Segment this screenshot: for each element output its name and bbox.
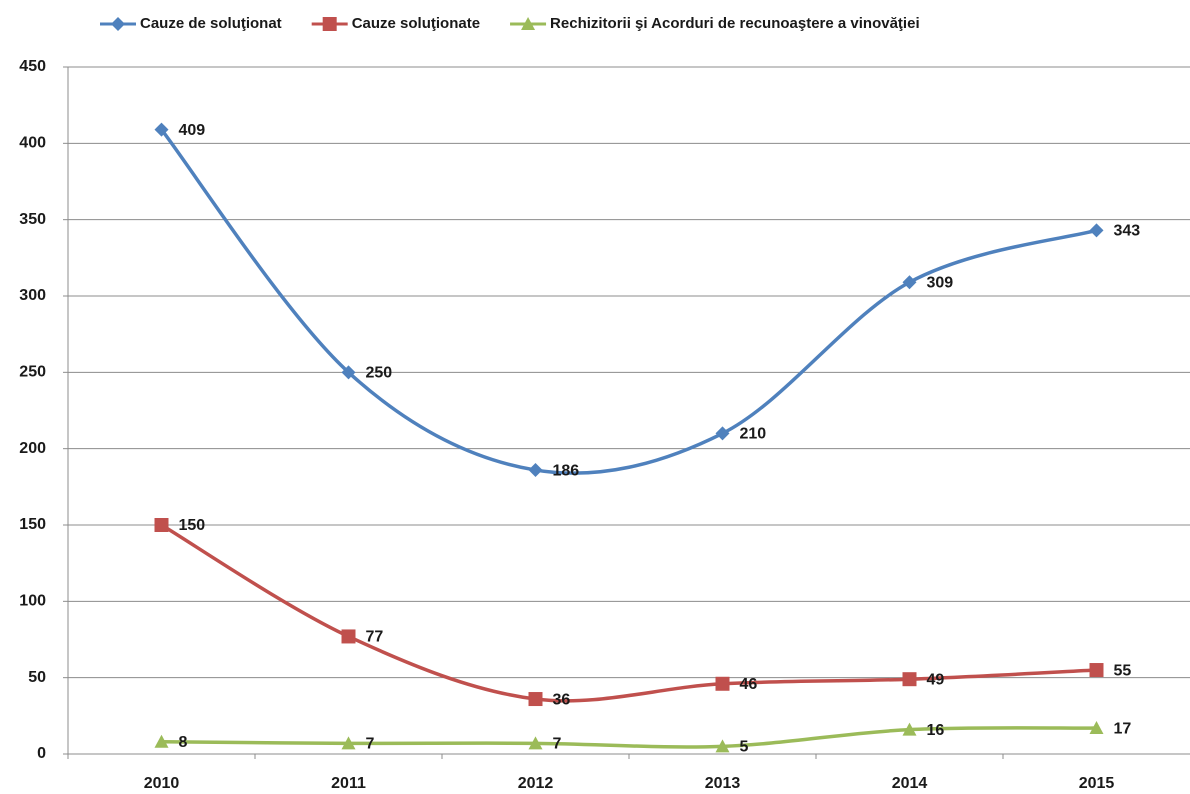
data-label: 250 (366, 365, 393, 382)
marker (341, 365, 356, 380)
legend-label: Cauze de soluţionat (140, 15, 282, 32)
x-tick-label: 2010 (144, 775, 180, 792)
marker (341, 629, 356, 644)
marker (715, 426, 730, 441)
data-label: 17 (1114, 720, 1132, 737)
y-tick-label: 50 (28, 669, 46, 686)
marker (1089, 721, 1104, 735)
data-label: 309 (927, 274, 954, 291)
marker (154, 518, 169, 532)
x-tick-label: 2013 (705, 775, 741, 792)
marker (1089, 663, 1104, 678)
marker (154, 122, 169, 137)
data-label: 36 (553, 691, 571, 708)
y-tick-label: 450 (19, 58, 46, 75)
marker (528, 692, 543, 707)
marker (154, 734, 169, 748)
legend-label: Cauze soluţionate (352, 15, 480, 32)
marker (521, 17, 536, 30)
series-line (160, 128, 1097, 475)
marker (528, 736, 543, 750)
data-label: 46 (740, 676, 758, 693)
marker (902, 722, 917, 736)
y-tick-label: 350 (19, 211, 46, 228)
y-tick-label: 0 (37, 745, 46, 762)
data-label: 7 (366, 736, 375, 753)
marker (322, 17, 337, 31)
marker (902, 275, 917, 290)
series-line (160, 523, 1097, 703)
legend-item: Rechizitorii şi Acorduri de recunoaştere… (510, 15, 920, 32)
data-label: 7 (553, 736, 562, 753)
y-tick-label: 200 (19, 440, 46, 457)
data-label: 55 (1114, 662, 1132, 679)
data-label: 16 (927, 722, 945, 739)
y-tick-label: 100 (19, 593, 46, 610)
x-tick-label: 2015 (1079, 775, 1115, 792)
data-label: 77 (366, 629, 384, 646)
data-label: 343 (1114, 223, 1141, 240)
marker (528, 463, 543, 478)
data-label: 210 (740, 426, 767, 443)
x-tick-label: 2014 (892, 775, 928, 792)
marker (715, 739, 730, 753)
marker (111, 17, 125, 31)
data-label: 5 (740, 739, 749, 756)
data-label: 150 (179, 517, 206, 534)
x-tick-label: 2012 (518, 775, 554, 792)
y-tick-label: 400 (19, 135, 46, 152)
marker (902, 672, 917, 687)
marker (341, 736, 356, 750)
y-tick-label: 150 (19, 516, 46, 533)
y-tick-label: 250 (19, 364, 46, 381)
data-label: 8 (179, 734, 188, 751)
legend-item: Cauze soluţionate (311, 15, 480, 32)
data-label: 409 (179, 122, 206, 139)
legend-label: Rechizitorii şi Acorduri de recunoaştere… (550, 15, 920, 32)
y-tick-label: 300 (19, 287, 46, 304)
marker (1089, 223, 1104, 238)
series-line (161, 726, 1097, 749)
data-label: 49 (927, 671, 945, 688)
data-label: 186 (553, 462, 580, 479)
legend-item: Cauze de soluţionat (100, 15, 282, 32)
marker (715, 676, 730, 691)
x-tick-label: 2011 (331, 775, 366, 792)
